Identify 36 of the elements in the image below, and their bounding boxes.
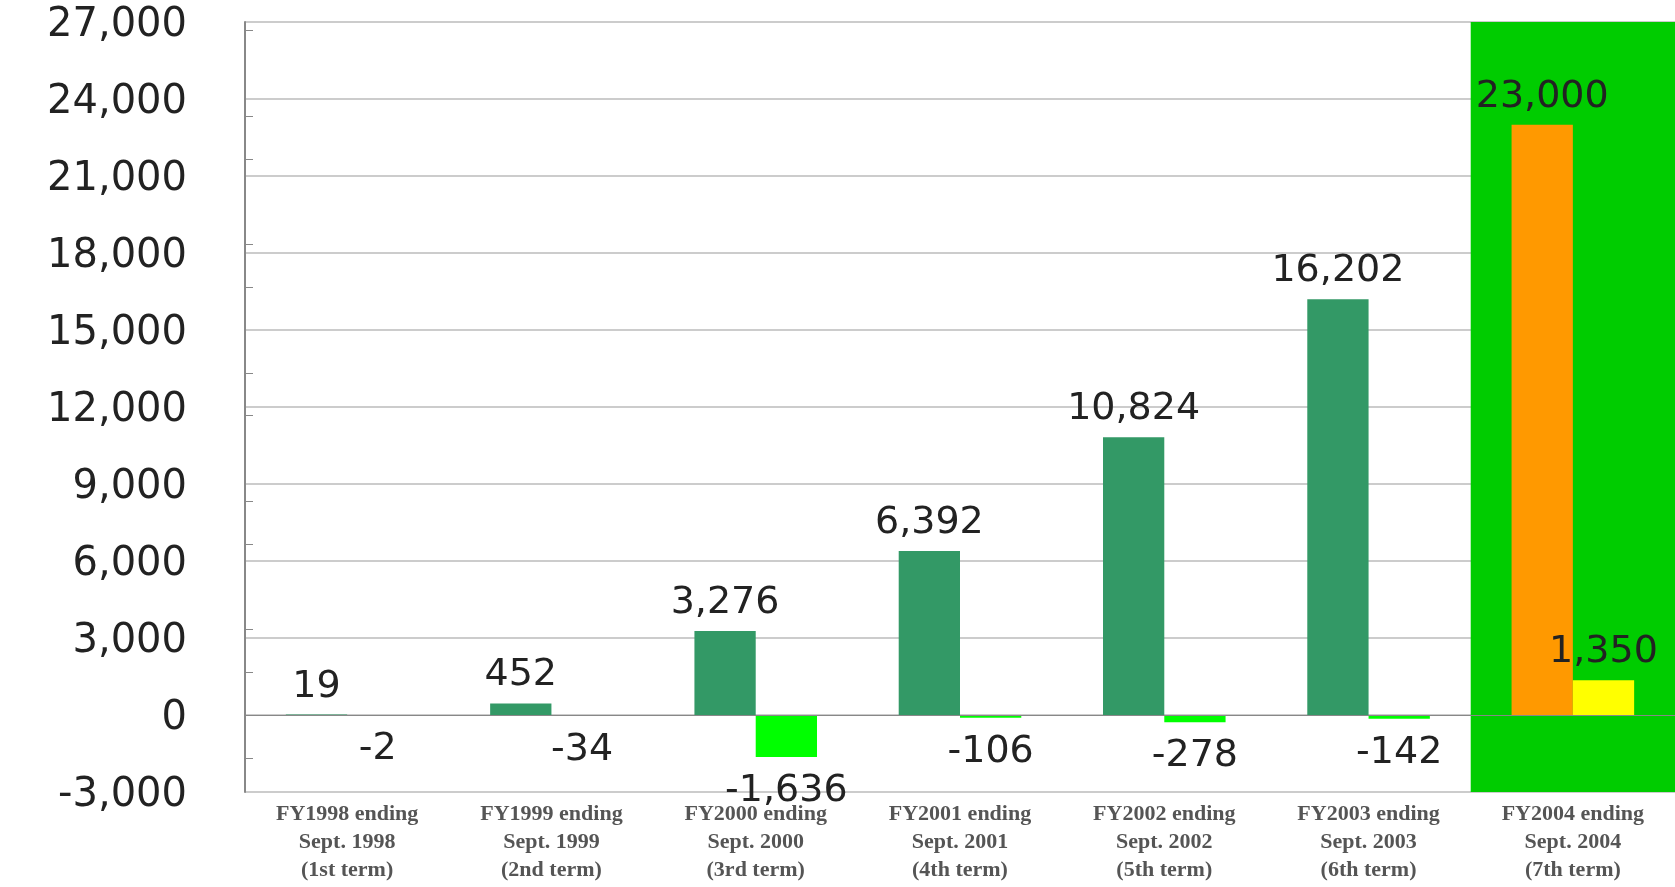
x-tick-label: FY2001 ending Sept. 2001 (4th term): [888, 799, 1032, 881]
data-label: 19: [292, 661, 341, 706]
bar: [755, 715, 817, 757]
y-tick-label: 12,000: [47, 384, 187, 430]
y-tick-label: 3,000: [72, 615, 187, 661]
x-tick-label: FY1999 ending Sept. 1999 (2nd term): [480, 799, 623, 881]
data-label: -142: [1356, 727, 1443, 772]
y-tick-label: 27,000: [47, 0, 187, 45]
y-tick-label: 18,000: [47, 230, 187, 276]
bar: [1307, 299, 1369, 715]
y-tick-label: 6,000: [72, 538, 187, 584]
y-tick-label: 0: [161, 692, 187, 738]
data-label: 3,276: [670, 577, 780, 622]
x-tick-label: FY2004 ending Sept. 2004 (7th term): [1501, 799, 1645, 881]
x-tick-label: FY2003 ending Sept. 2003 (6th term): [1297, 799, 1440, 881]
data-label: 16,202: [1271, 246, 1405, 291]
y-tick-label: 21,000: [47, 153, 187, 199]
bar: [694, 630, 756, 715]
data-label: -278: [1151, 731, 1239, 776]
data-label: 6,392: [874, 497, 984, 542]
data-label: 452: [484, 650, 558, 695]
y-tick-label: 9,000: [72, 461, 187, 507]
data-label: 10,824: [1067, 384, 1201, 429]
bar: [898, 550, 960, 715]
x-tick-label: FY1998 ending Sept. 1998 (1st term): [275, 799, 419, 881]
x-tick-label: FY2002 ending Sept. 2002 (5th term): [1093, 799, 1236, 881]
data-label: -2: [358, 724, 397, 769]
bar: [1103, 437, 1165, 715]
y-tick-label: 24,000: [47, 76, 187, 122]
data-label: -34: [551, 724, 614, 769]
bar: [490, 703, 552, 715]
data-label: -106: [947, 726, 1034, 771]
y-tick-label: 15,000: [47, 307, 187, 353]
bar: [1572, 680, 1635, 715]
data-label: 23,000: [1475, 71, 1609, 116]
y-tick-label: -3,000: [58, 769, 187, 815]
